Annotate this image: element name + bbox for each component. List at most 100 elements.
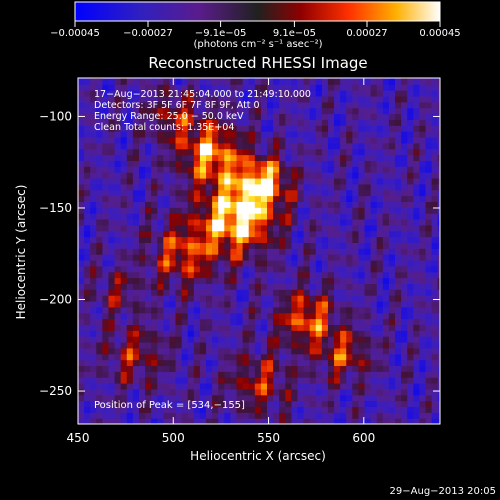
heatmap-cell: [315, 154, 323, 161]
heatmap-cell: [364, 324, 372, 331]
heatmap-cell: [388, 265, 396, 273]
heatmap-cell: [163, 388, 171, 396]
heatmap-cell: [242, 341, 250, 349]
heatmap-cell: [370, 183, 378, 191]
heatmap-cell: [358, 312, 366, 320]
heatmap-cell: [181, 365, 189, 372]
heatmap-cell: [327, 318, 335, 326]
heatmap-cell: [145, 183, 152, 191]
heatmap-cell: [224, 230, 232, 238]
heatmap-cell: [108, 230, 116, 238]
heatmap-cell: [388, 259, 396, 267]
colorbar-gradient: [74, 1, 441, 22]
heatmap-cell: [267, 347, 274, 355]
heatmap-cell: [297, 78, 305, 85]
heatmap-cell: [126, 101, 134, 109]
heatmap-cell: [78, 336, 85, 343]
heatmap-cell: [346, 119, 353, 126]
heatmap-cell: [291, 394, 299, 402]
heatmap-cell: [376, 166, 384, 173]
heatmap-cell: [437, 265, 440, 273]
heatmap-cell: [163, 359, 171, 367]
heatmap-cell: [248, 277, 256, 285]
heatmap-cell: [346, 289, 353, 296]
heatmap-cell: [431, 271, 439, 279]
heatmap-cell: [358, 154, 366, 161]
heatmap-cell: [254, 330, 262, 337]
heatmap-cell: [114, 101, 122, 109]
heatmap-cell: [388, 84, 396, 91]
heatmap-cell: [401, 359, 408, 367]
heatmap-cell: [218, 394, 225, 402]
heatmap-cell: [315, 283, 323, 290]
heatmap-cell: [230, 107, 238, 115]
heatmap-cell: [291, 406, 299, 413]
heatmap-cell: [230, 236, 238, 243]
heatmap-cell: [157, 412, 164, 419]
heatmap-cell: [370, 271, 378, 279]
heatmap-cell: [413, 254, 421, 261]
heatmap-cell: [90, 177, 97, 185]
heatmap-cell: [132, 236, 140, 243]
heatmap-cell: [419, 259, 427, 267]
heatmap-cell: [187, 312, 195, 320]
heatmap-cell: [273, 300, 280, 308]
heatmap-cell: [212, 406, 219, 413]
heatmap-cell: [212, 412, 219, 419]
heatmap-cell: [370, 382, 378, 390]
heatmap-cell: [291, 201, 299, 208]
heatmap-cell: [102, 365, 110, 372]
heatmap-cell: [236, 136, 244, 144]
heatmap-cell: [157, 84, 164, 91]
heatmap-cell: [236, 84, 244, 91]
heatmap-cell: [151, 318, 158, 326]
heatmap-cell: [425, 84, 433, 91]
heatmap-cell: [382, 195, 390, 202]
heatmap-cell: [407, 418, 414, 424]
heatmap-cell: [145, 224, 152, 232]
heatmap-cell: [285, 113, 292, 120]
heatmap-cell: [413, 125, 421, 132]
heatmap-cell: [169, 388, 177, 396]
heatmap-cell: [425, 236, 433, 243]
heatmap-cell: [212, 207, 219, 214]
heatmap-cell: [303, 300, 311, 308]
heatmap-cell: [248, 306, 256, 314]
heatmap-cell: [431, 95, 439, 103]
y-tick-label: −200: [39, 293, 72, 307]
heatmap-cell: [138, 177, 146, 185]
heatmap-cell: [126, 306, 134, 314]
heatmap-cell: [90, 353, 97, 361]
heatmap-cell: [126, 259, 134, 267]
heatmap-cell: [242, 271, 250, 279]
heatmap-cell: [352, 371, 360, 378]
heatmap-cell: [267, 394, 274, 402]
heatmap-cell: [297, 242, 305, 249]
heatmap-cell: [175, 160, 183, 167]
heatmap-cell: [145, 382, 152, 390]
heatmap-cell: [260, 283, 268, 290]
heatmap-cell: [212, 142, 219, 150]
heatmap-cell: [425, 172, 433, 179]
heatmap-cell: [120, 242, 128, 249]
heatmap-cell: [84, 154, 91, 161]
heatmap-cell: [273, 418, 280, 424]
heatmap-cell: [395, 101, 402, 109]
heatmap-cell: [388, 148, 396, 156]
heatmap-cell: [297, 224, 305, 232]
heatmap-cell: [321, 142, 329, 150]
heatmap-cell: [327, 189, 335, 197]
heatmap-cell: [334, 388, 341, 396]
heatmap-cell: [273, 125, 280, 132]
heatmap-cell: [224, 406, 232, 413]
heatmap-cell: [169, 341, 177, 349]
heatmap-cell: [327, 306, 335, 314]
heatmap-cell: [206, 359, 213, 367]
heatmap-cell: [254, 388, 262, 396]
heatmap-cell: [291, 341, 299, 349]
heatmap-cell: [102, 347, 110, 355]
heatmap-cell: [382, 259, 390, 267]
heatmap-cell: [358, 207, 366, 214]
heatmap-cell: [413, 371, 421, 378]
heatmap-cell: [267, 172, 274, 179]
